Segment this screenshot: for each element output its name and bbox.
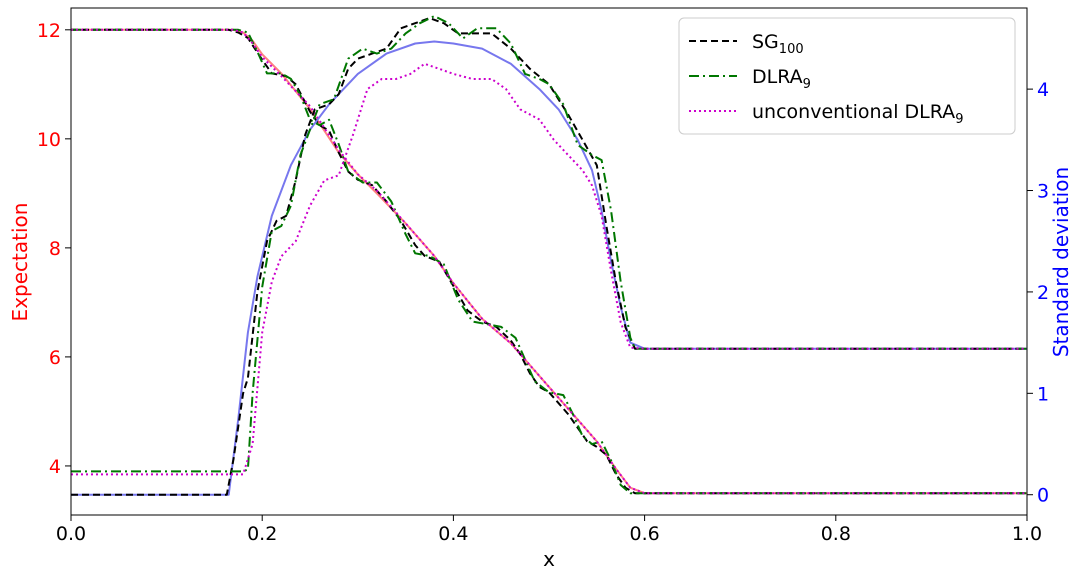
legend-label-2: DLRA9	[752, 66, 811, 92]
right-tick-label-1: 1	[1037, 383, 1049, 405]
right-tick-label-4: 4	[1037, 79, 1049, 101]
left-axis-label: Expectation	[8, 203, 32, 322]
right-tick-label-0: 0	[1037, 485, 1049, 507]
left-tick-label-3: 10	[37, 129, 61, 151]
series-line-2	[71, 28, 1027, 495]
series-line-7	[71, 15, 1027, 473]
x-tick-label-5: 1.0	[1012, 523, 1042, 545]
x-tick-label-0: 0.0	[56, 523, 86, 545]
series-layer	[71, 15, 1027, 496]
series-line-3	[71, 28, 1027, 495]
plot-frame	[70, 7, 1028, 516]
legend: SG100 DLRA9 unconventional DLRA9	[678, 17, 1016, 135]
series-line-6	[71, 17, 1027, 496]
left-tick-label-4: 12	[37, 20, 61, 42]
right-axis-label: Standard deviation	[1049, 167, 1073, 357]
x-tick-label-3: 0.6	[629, 523, 659, 545]
legend-box	[678, 17, 1016, 135]
left-tick-label-1: 6	[49, 347, 61, 369]
x-axis-label: x	[543, 547, 555, 569]
left-tick-label-2: 8	[49, 238, 61, 260]
legend-label-3: unconventional DLRA9	[752, 101, 963, 127]
series-line-8	[71, 62, 1027, 476]
series-line-5	[71, 40, 1027, 496]
left-tick-label-0: 4	[49, 456, 61, 478]
series-line-4	[71, 28, 1027, 495]
legend-label-1: SG100	[752, 31, 804, 57]
x-tick-label-4: 0.8	[821, 523, 851, 545]
x-tick-label-2: 0.4	[438, 523, 468, 545]
right-tick-label-2: 2	[1037, 282, 1049, 304]
right-tick-label-3: 3	[1037, 181, 1049, 203]
x-tick-label-1: 0.2	[247, 523, 277, 545]
